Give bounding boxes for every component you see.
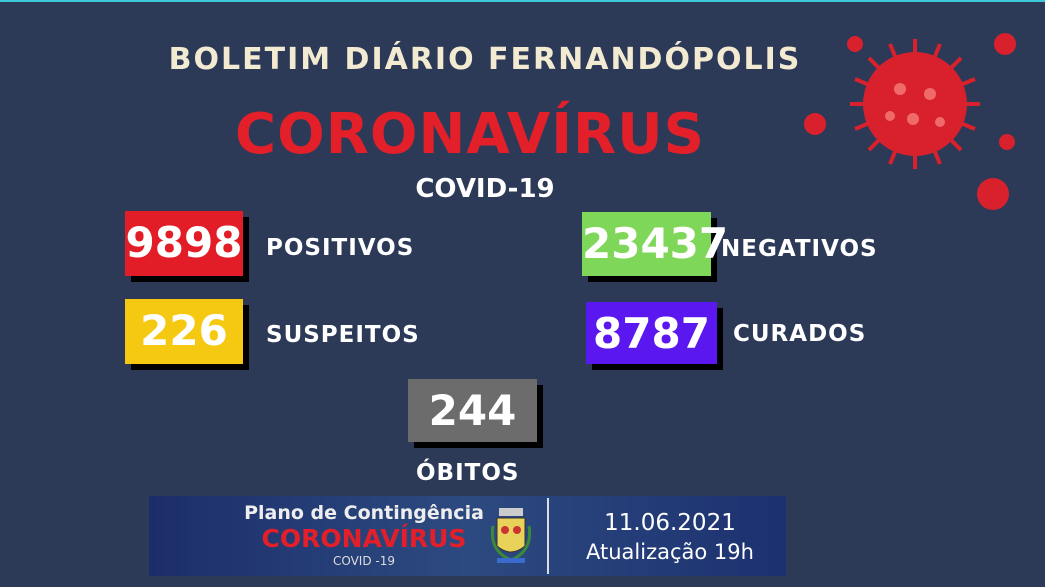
banner-covid: COVID -19 xyxy=(332,554,395,568)
negativos-label: NEGATIVOS xyxy=(721,236,878,262)
obitos-label: ÓBITOS xyxy=(416,460,520,486)
update-time: Atualização 19h xyxy=(586,540,754,564)
subtitle: COVID-19 xyxy=(415,174,555,204)
curados-count: 8787 xyxy=(586,302,717,364)
contingency-banner: Plano de Contingência CORONAVÍRUS COVID … xyxy=(149,496,786,576)
positivos-label: POSITIVOS xyxy=(266,235,415,261)
negativos-count: 23437 xyxy=(582,212,728,276)
banner-plan: Plano de Contingência xyxy=(244,502,484,524)
curados-label: CURADOS xyxy=(733,321,867,347)
suspeitos-count: 226 xyxy=(125,299,243,364)
banner-coronavirus: CORONAVÍRUS xyxy=(261,524,467,553)
bulletin-date: 11.06.2021 xyxy=(604,510,736,536)
coronavirus-icon xyxy=(804,33,1016,210)
headline: CORONAVÍRUS xyxy=(235,102,705,167)
positivos-count: 9898 xyxy=(125,211,243,276)
city-crest-icon xyxy=(490,508,532,563)
banner-divider xyxy=(547,498,549,574)
suspeitos-label: SUSPEITOS xyxy=(266,322,420,348)
obitos-count: 244 xyxy=(408,379,537,442)
page-title: BOLETIM DIÁRIO FERNANDÓPOLIS xyxy=(168,42,802,77)
